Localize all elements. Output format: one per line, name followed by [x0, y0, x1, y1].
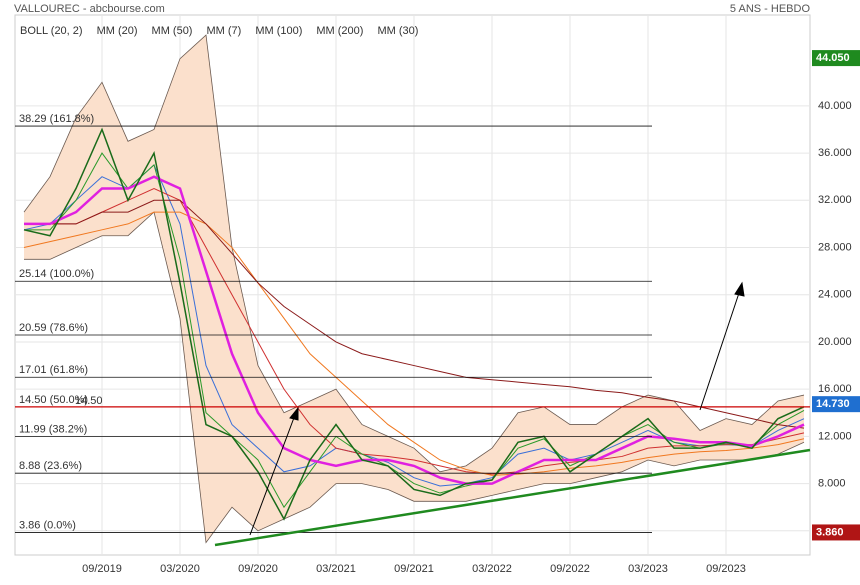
fib-label: 8.88 (23.6%): [19, 460, 82, 472]
legend-entry: MM (7): [206, 25, 241, 37]
ma-line: [23, 211, 805, 476]
price-tag-label: 14.730: [816, 398, 850, 410]
price-tag: [812, 50, 860, 67]
legend-entry: MM (30): [377, 25, 418, 37]
fib-label: 38.29 (161.8%): [19, 113, 94, 125]
resistance-label: 14.50: [75, 395, 103, 407]
price-tag: [812, 396, 860, 413]
x-tick-label: 09/2019: [82, 563, 122, 575]
price-line: [23, 127, 805, 521]
y-tick-label: 28.000: [818, 241, 852, 253]
y-tick-label: 24.000: [818, 289, 852, 301]
ma-line: [24, 152, 805, 509]
x-tick-label: 03/2023: [628, 563, 668, 575]
y-tick-label: 32.000: [818, 194, 852, 206]
ma-line: [24, 187, 805, 475]
fib-label: 14.50 (50.0%): [19, 394, 88, 406]
legend-entry: MM (20): [97, 25, 138, 37]
fib-label: 11.99 (38.2%): [19, 423, 87, 435]
ma-line: [24, 175, 805, 485]
fib-label: 20.59 (78.6%): [19, 322, 88, 334]
y-tick-label: 16.000: [818, 383, 852, 395]
fib-label: 3.86 (0.0%): [19, 519, 76, 531]
y-tick-label: 20.000: [818, 336, 852, 348]
chart-subtitle: 5 ANS - HEBDO: [730, 3, 811, 15]
y-tick-label: 12.000: [818, 430, 852, 442]
legend-entry: MM (200): [316, 25, 363, 37]
x-tick-label: 03/2022: [472, 563, 512, 575]
y-tick-label: 36.000: [818, 147, 852, 159]
chart-title: VALLOUREC - abcbourse.com: [14, 3, 165, 15]
x-tick-label: 09/2023: [706, 563, 746, 575]
legend-entry: MM (50): [152, 25, 193, 37]
price-tag-label: 3.860: [816, 526, 844, 538]
fib-label: 25.14 (100.0%): [19, 268, 94, 280]
x-tick-label: 03/2021: [316, 563, 356, 575]
x-tick-label: 09/2022: [550, 563, 590, 575]
x-tick-label: 09/2021: [394, 563, 434, 575]
y-tick-label: 8.000: [818, 477, 846, 489]
legend-entry: MM (100): [255, 25, 302, 37]
trend-line: [214, 448, 811, 547]
legend-entry: BOLL (20, 2): [20, 25, 83, 37]
x-tick-label: 03/2020: [160, 563, 200, 575]
y-tick-label: 40.000: [818, 100, 852, 112]
ma-line: [24, 199, 805, 429]
price-tag-label: 44.050: [816, 52, 850, 64]
x-tick-label: 09/2020: [238, 563, 278, 575]
fib-label: 17.01 (61.8%): [19, 364, 88, 376]
price-tag: [812, 524, 860, 541]
arrows: [249, 281, 745, 536]
